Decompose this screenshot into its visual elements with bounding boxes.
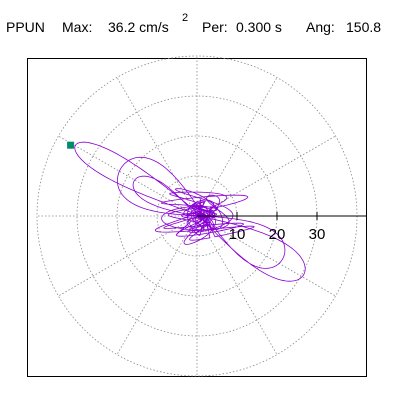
station-code: PPUN <box>6 19 45 35</box>
grid-spokes <box>37 56 336 376</box>
peak-marker-group <box>67 141 75 149</box>
max-exponent-sup: 2 <box>182 12 189 24</box>
grid-spoke-120 <box>116 77 198 217</box>
max-label: Max: <box>62 19 93 35</box>
max-value: 36.2 cm/s <box>108 19 169 35</box>
positive-x-axis <box>197 212 366 220</box>
tick-label-30: 30 <box>309 226 326 243</box>
grid-spoke-60 <box>196 77 278 217</box>
angle-label: Ang: <box>306 19 335 35</box>
grid-spoke-210 <box>58 215 198 297</box>
tick-label-10: 10 <box>229 226 246 243</box>
particle-motion-trace <box>74 141 306 282</box>
peak-marker <box>67 141 75 149</box>
period-value: 0.300 s <box>236 19 282 35</box>
period-label: Per: <box>202 19 228 35</box>
radial-tick-labels: 10 20 30 <box>229 226 326 243</box>
grid-spoke-300 <box>196 215 278 355</box>
trace-path <box>74 141 306 282</box>
grid-spoke-150 <box>58 135 198 217</box>
grid-spoke-30 <box>196 135 336 217</box>
grid-spoke-240 <box>116 215 198 355</box>
header: PPUN Max: 36.2 cm/s 2 Per: 0.300 s Ang: … <box>0 0 400 46</box>
tick-label-20: 20 <box>269 226 286 243</box>
angle-value: 150.8 <box>346 19 382 35</box>
grid-spoke-330 <box>196 215 336 297</box>
